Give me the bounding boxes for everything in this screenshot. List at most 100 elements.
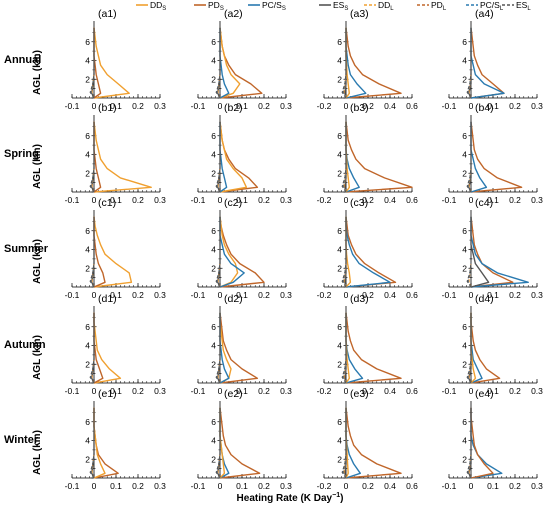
- panel-e4: (e4) 2 4 6 -0.1 0 0.1 0.2 0.3: [442, 388, 544, 491]
- x-tick-label: 0.3: [280, 101, 292, 111]
- series-line-es_s: [344, 216, 347, 288]
- y-tick-label: 4: [85, 245, 90, 255]
- x-tick-label: -0.2: [317, 386, 332, 396]
- panel-label: (a1): [98, 8, 117, 20]
- x-tick-label: 0: [469, 290, 474, 300]
- legend: DDS PDS PC/SS ESS DDL PDL PC/SL ESL: [136, 0, 531, 12]
- x-tick-label: 0.3: [154, 195, 166, 205]
- x-tick-label: 0.1: [236, 386, 248, 396]
- legend-item-pd-s: PDS: [194, 0, 224, 12]
- series-line-pd_s: [93, 312, 104, 384]
- y-tick-label: 4: [211, 245, 216, 255]
- series-line-es_s: [344, 121, 347, 193]
- series-line-pcs_s: [470, 121, 488, 193]
- panel-label: (c3): [350, 197, 368, 209]
- y-tick-label: 6: [462, 37, 467, 47]
- panel-label: (a3): [350, 8, 369, 20]
- x-tick-label: 0.2: [132, 195, 144, 205]
- y-tick-label: 6: [337, 37, 342, 47]
- x-tick-label: 0.3: [531, 101, 543, 111]
- y-tick-label: 6: [211, 322, 216, 332]
- x-tick-label: 0.1: [487, 481, 499, 491]
- y-tick-label: 2: [337, 359, 342, 369]
- y-tick-label: 6: [337, 417, 342, 427]
- y-tick-label: 2: [337, 74, 342, 84]
- y-tick-label: 2: [85, 263, 90, 273]
- x-tick-label: 0.3: [154, 290, 166, 300]
- series-line-longwave: [466, 453, 472, 479]
- x-tick-label: -0.1: [442, 481, 457, 491]
- series-line-pd_s: [219, 407, 261, 479]
- panel-e2: (e2) 2 4 6 -0.1 0 0.1 0.2 0.3: [191, 388, 293, 491]
- series-line-longwave: [466, 167, 472, 193]
- panel-a1: (a1) 2 4 6 -0.1 0 0.1 0.2 0.3: [65, 8, 167, 111]
- legend-label: ESL: [516, 0, 531, 12]
- x-tick-label: 0.3: [531, 386, 543, 396]
- panel-label: (a4): [475, 8, 494, 20]
- y-tick-label: 4: [462, 341, 467, 351]
- series-line-es_s: [344, 27, 347, 99]
- panel-grid: (a1) 2 4 6 -0.1 0 0.1 0.2 0.3 (a2) 2 4 6 -0.1 0 0.1 0.2 0…: [65, 8, 544, 491]
- y-axis-label: AGL (km): [32, 144, 43, 189]
- series-line-longwave: [341, 358, 347, 384]
- series-line-es_s: [468, 312, 472, 384]
- x-tick-label: 0.2: [509, 101, 521, 111]
- x-tick-label: 0: [218, 481, 223, 491]
- x-tick-label: 0: [218, 290, 223, 300]
- panel-label: (d3): [350, 293, 369, 305]
- series-line-pd_s: [345, 216, 397, 288]
- legend-item-dd-s: DDS: [136, 0, 166, 12]
- series-line-longwave: [466, 73, 472, 99]
- legend-item-es-s: ESS: [319, 0, 348, 12]
- series-line-longwave: [466, 358, 472, 384]
- series-line-longwave: [89, 453, 95, 479]
- x-tick-label: 0.2: [132, 481, 144, 491]
- y-tick-label: 6: [337, 131, 342, 141]
- x-tick-label: -0.1: [191, 290, 206, 300]
- series-line-pd_s: [470, 312, 501, 384]
- series-line-dd_s: [93, 121, 152, 193]
- y-tick-label: 6: [211, 131, 216, 141]
- y-tick-label: 4: [337, 56, 342, 66]
- series-line-pd_s: [345, 407, 402, 479]
- x-tick-label: 0.2: [132, 290, 144, 300]
- y-tick-label: 2: [211, 74, 216, 84]
- x-tick-label: 0.2: [362, 481, 374, 491]
- series-line-pcs_s: [470, 407, 503, 479]
- series-line-longwave: [215, 262, 221, 288]
- series-line-longwave: [89, 358, 95, 384]
- y-tick-label: 4: [211, 341, 216, 351]
- series-line-pd_s: [345, 27, 402, 99]
- y-tick-label: 2: [337, 454, 342, 464]
- y-tick-label: 2: [462, 359, 467, 369]
- x-tick-label: 0.1: [236, 290, 248, 300]
- panel-e3: (e3) 2 4 6 -0.2 0 0.2 0.4 0.6: [317, 388, 419, 491]
- series-line-dd_s: [93, 407, 106, 479]
- y-tick-label: 2: [85, 359, 90, 369]
- series-line-pcs_s: [470, 312, 483, 384]
- y-tick-label: 4: [337, 245, 342, 255]
- x-tick-label: 0.1: [236, 481, 248, 491]
- x-tick-label: 0.3: [280, 195, 292, 205]
- x-tick-label: 0: [92, 481, 97, 491]
- panel-b4: (b4) 2 4 6 -0.1 0 0.1 0.2 0.3: [442, 102, 544, 205]
- row-label-annual: Annual: [4, 54, 41, 66]
- x-tick-label: 0.4: [384, 386, 396, 396]
- y-tick-label: 6: [462, 131, 467, 141]
- y-axis-label: AGL (km): [32, 50, 43, 95]
- x-tick-label: 0.2: [509, 386, 521, 396]
- y-tick-label: 4: [462, 150, 467, 160]
- series-line-dd_s: [93, 312, 122, 384]
- x-tick-label: 0: [344, 481, 349, 491]
- x-tick-label: 0: [344, 101, 349, 111]
- y-tick-label: 4: [337, 341, 342, 351]
- y-tick-label: 4: [337, 150, 342, 160]
- y-tick-label: 6: [211, 37, 216, 47]
- x-tick-label: 0: [469, 101, 474, 111]
- y-tick-label: 6: [85, 131, 90, 141]
- x-tick-label: 0.2: [258, 101, 270, 111]
- y-tick-label: 6: [85, 37, 90, 47]
- y-tick-label: 4: [85, 56, 90, 66]
